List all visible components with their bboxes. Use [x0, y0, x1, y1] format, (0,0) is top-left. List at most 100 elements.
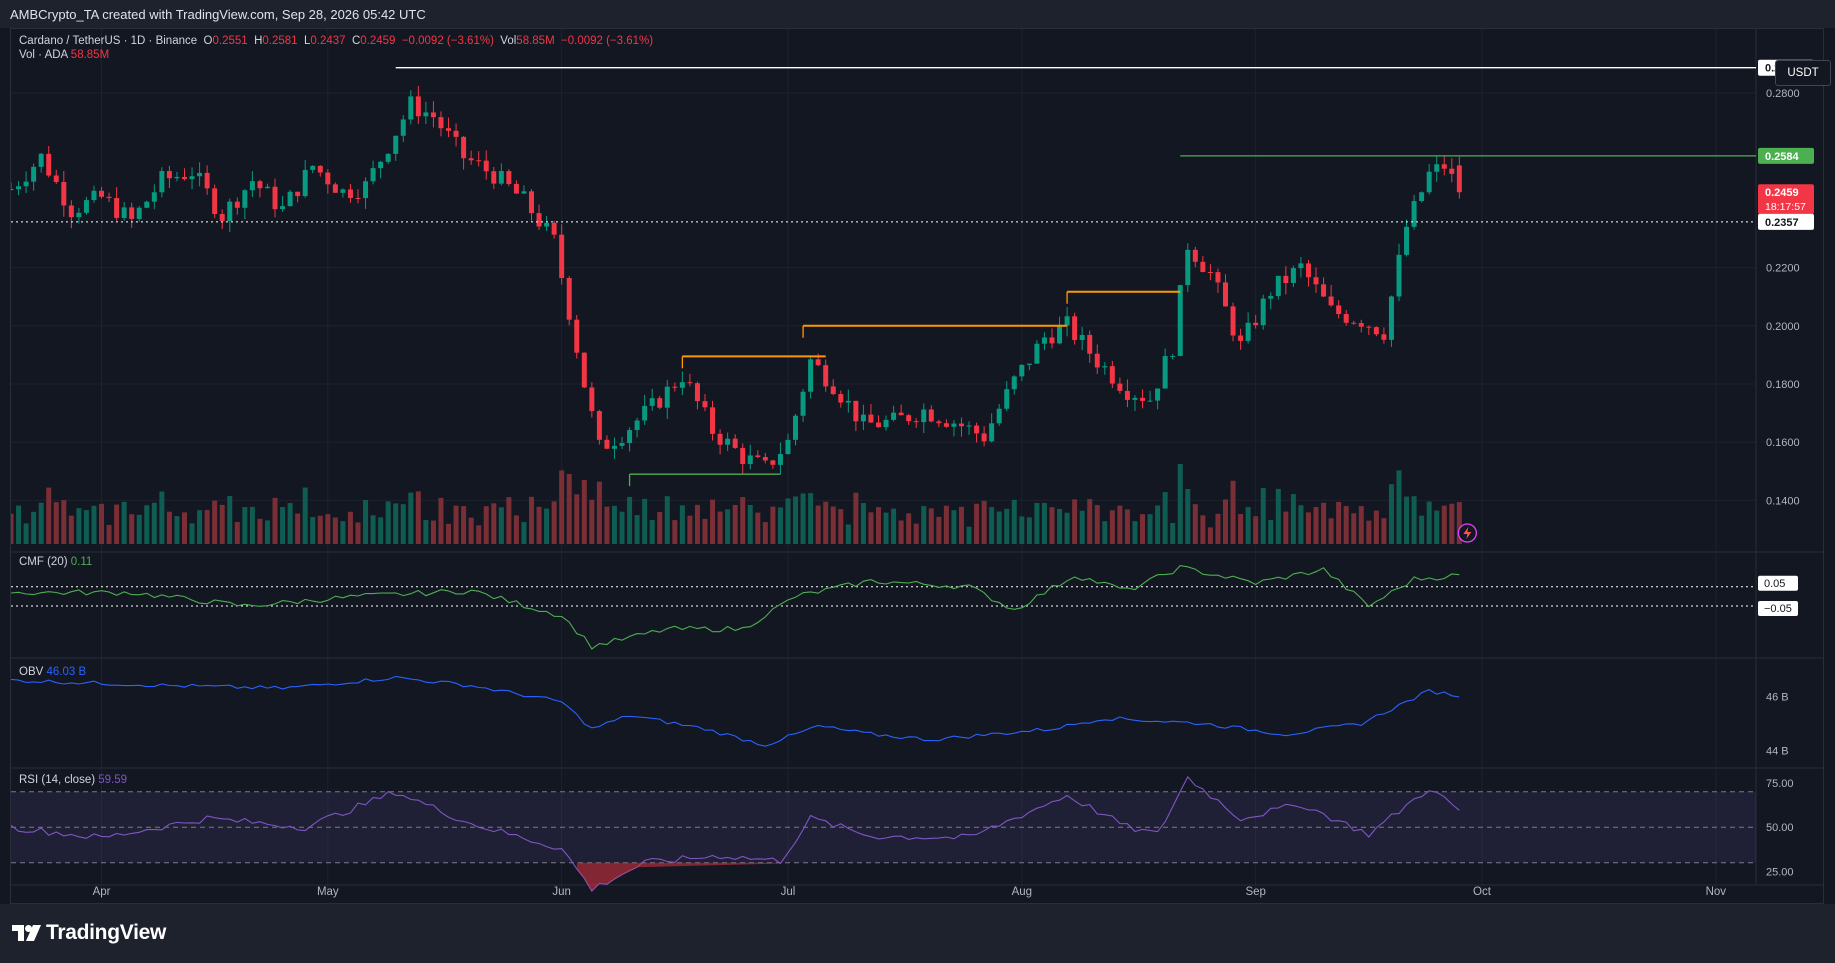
volume-bar	[393, 503, 399, 544]
chart-frame[interactable]: Apr May Jun Jul Aug Sep Oct Nov 0.1400 0.1600 0.18…	[10, 28, 1831, 904]
candle-body	[16, 186, 22, 190]
symbol-name[interactable]: Cardano / TetherUS · 1D · Binance	[19, 35, 198, 47]
candle-body	[491, 171, 497, 184]
volume-bar	[619, 511, 625, 544]
volume-bar	[1275, 488, 1281, 544]
volume-bar	[513, 515, 519, 544]
volume-bar	[989, 507, 995, 544]
volume-bar	[1177, 464, 1183, 544]
candle-body	[106, 196, 112, 199]
volume-bar	[1426, 501, 1432, 544]
candle-body	[189, 176, 195, 180]
rsi-legend: RSI (14, close) 59.59	[19, 774, 127, 786]
candle-body	[559, 234, 565, 279]
candle-body	[876, 422, 881, 428]
price-tick: 0.2000	[1766, 321, 1800, 333]
candle-body	[1177, 285, 1183, 356]
candle-body	[1155, 388, 1161, 401]
cmf-level-label	[1758, 575, 1798, 591]
volume-bar	[642, 498, 648, 544]
candle-body	[732, 438, 738, 448]
volume-bar	[883, 512, 889, 544]
candle-body	[551, 222, 557, 235]
candle-body	[664, 386, 670, 408]
brand-name: TradingView	[46, 921, 167, 944]
candle-body	[627, 430, 633, 444]
time-tick-apr: Apr	[93, 886, 111, 898]
volume-bar	[461, 506, 467, 544]
candle-body	[1253, 322, 1259, 326]
candle-body	[99, 190, 105, 197]
rsi-tick: 50.00	[1766, 822, 1794, 834]
candle-body	[1321, 284, 1327, 297]
candle-body	[227, 201, 233, 222]
volume-bar	[317, 515, 323, 544]
volume-legend-value: 58.85M	[70, 49, 110, 61]
chart-canvas[interactable]: Apr May Jun Jul Aug Sep Oct Nov 0.1400 0.1600 0.18…	[11, 29, 1823, 903]
volume-bar	[1313, 506, 1319, 544]
candle-body	[1275, 275, 1281, 296]
candle-body	[68, 205, 74, 218]
volume-bar	[1049, 507, 1055, 544]
candle-body	[589, 387, 595, 412]
tradingview-logo-icon	[12, 925, 41, 942]
volume-bar	[430, 520, 436, 544]
volume-bar	[1366, 520, 1372, 544]
volume-bar	[725, 509, 731, 544]
cmf-line	[11, 565, 1460, 650]
volume-bar	[974, 503, 980, 544]
candle-body	[649, 398, 655, 406]
volume-bar	[11, 513, 14, 544]
candle-body	[868, 414, 874, 423]
volume-bar	[1132, 521, 1138, 544]
cmf-legend: CMF (20) 0.11	[19, 556, 92, 568]
candle-body	[498, 171, 504, 184]
candle-body	[996, 408, 1002, 424]
volume-bars	[11, 464, 1462, 544]
volume-bar	[830, 506, 836, 544]
candle-body	[1434, 164, 1440, 172]
volume-bar	[1057, 508, 1063, 544]
volume-bar	[219, 504, 225, 544]
time-tick-may: May	[317, 886, 339, 898]
volume-bar	[1328, 518, 1334, 544]
volume-bar	[272, 497, 278, 544]
candle-body	[272, 186, 278, 210]
volume-bar	[1162, 492, 1168, 544]
candle-body	[121, 207, 127, 218]
candle-body	[762, 457, 768, 461]
obv-line	[11, 675, 1460, 747]
close-value: 0.2459	[360, 35, 396, 47]
open-value: 0.2551	[212, 35, 248, 47]
volume-bar	[498, 507, 504, 544]
change-value: −0.0092 (−3.61%)	[401, 35, 494, 47]
volume-bar	[114, 504, 120, 544]
volume-bar	[1268, 519, 1274, 544]
candle-body	[1026, 363, 1032, 365]
volume-bar	[876, 507, 881, 544]
candle-body	[129, 207, 135, 219]
candle-body	[1057, 325, 1063, 344]
price-tick: 0.1600	[1766, 437, 1800, 449]
volume-bar	[868, 512, 874, 544]
candle-body	[1094, 353, 1100, 368]
candle-body	[1456, 165, 1462, 193]
candle-body	[212, 188, 218, 214]
candle-body	[136, 207, 142, 219]
candle-body	[830, 386, 836, 395]
candle-body	[257, 181, 263, 189]
time-tick-jun: Jun	[552, 886, 571, 898]
candle-body	[385, 153, 391, 162]
candle-body	[785, 439, 791, 455]
volume-bar	[702, 518, 708, 544]
volume-bar	[740, 497, 746, 544]
candle-body	[1328, 296, 1334, 306]
candle-body	[883, 419, 889, 428]
candle-body	[476, 160, 482, 162]
currency-button[interactable]: USDT	[1775, 60, 1831, 86]
vol-label: Vol	[500, 35, 517, 47]
candle-body	[611, 445, 617, 449]
tradingview-logo[interactable]: TradingView	[12, 921, 166, 945]
candle-body	[408, 96, 414, 120]
volume-bar	[242, 507, 248, 544]
